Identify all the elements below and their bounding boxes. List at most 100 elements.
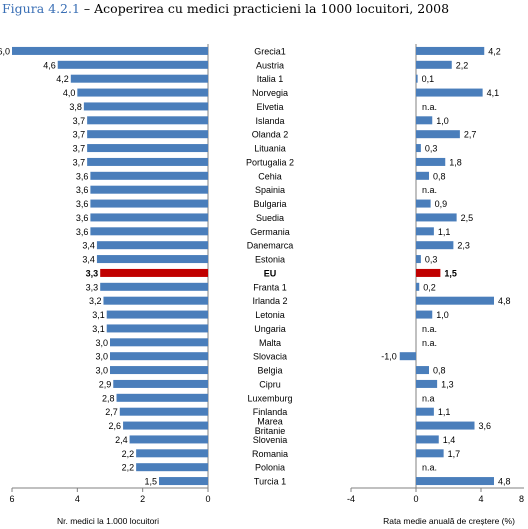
- left-bar-value-label: 3,0: [95, 366, 108, 376]
- left-bar: [12, 46, 208, 55]
- category-label: Cipru: [259, 379, 281, 389]
- right-bar: [416, 213, 457, 222]
- right-bar: [416, 88, 483, 97]
- left-bar-value-label: 3,1: [92, 324, 105, 334]
- right-bar: [416, 282, 420, 291]
- right-bar: [416, 310, 433, 319]
- right-bar-value-label: 1,4: [443, 435, 456, 445]
- right-bar: [416, 268, 441, 277]
- left-bar: [96, 241, 208, 250]
- right-bar: [416, 435, 439, 444]
- right-bar-value-label: 3,6: [479, 421, 492, 431]
- right-bar-value-label: 0,3: [425, 255, 438, 265]
- left-bar-value-label: 1,5: [144, 477, 157, 487]
- right-bar-value-label: 1,1: [438, 407, 451, 417]
- left-bar: [90, 227, 208, 236]
- right-x-tick-label: 0: [413, 494, 418, 504]
- category-label: Slovacia: [253, 352, 287, 362]
- left-bar-value-label: 3,8: [69, 102, 82, 112]
- left-bar: [96, 255, 208, 264]
- category-label: Austria: [256, 60, 284, 70]
- category-label: Norvegia: [252, 88, 288, 98]
- right-bar-value-label: n.a.: [422, 102, 437, 112]
- left-bar: [90, 185, 208, 194]
- right-bar-value-label: 1,0: [436, 310, 449, 320]
- right-bar: [416, 379, 438, 388]
- right-bar-value-label: 1,8: [449, 157, 462, 167]
- right-bar-value-label: 2,7: [464, 130, 477, 140]
- category-label: Elvetia: [256, 102, 283, 112]
- left-bar-value-label: 3,6: [76, 199, 89, 209]
- right-bar-value-label: 4,1: [487, 88, 500, 98]
- left-bar-value-label: 2,2: [122, 463, 135, 473]
- left-bar: [123, 421, 208, 430]
- right-bar: [416, 241, 454, 250]
- category-label: Romania: [252, 449, 288, 459]
- right-bar-value-label: 1,5: [444, 268, 457, 278]
- figure-number: Figura 4.2.1: [2, 1, 80, 16]
- left-x-tick-label: 4: [75, 494, 80, 504]
- category-label: Danemarca: [247, 241, 294, 251]
- left-bar-value-label: 3,3: [86, 268, 99, 278]
- right-bar: [416, 60, 452, 69]
- left-x-tick-label: 2: [140, 494, 145, 504]
- right-bar-value-label: 1,3: [441, 379, 454, 389]
- category-label: EU: [264, 268, 277, 278]
- category-label: Belgia: [257, 366, 282, 376]
- left-bar: [110, 338, 208, 347]
- left-bar: [87, 144, 208, 153]
- left-bar-value-label: 2,8: [102, 393, 115, 403]
- category-label: Islanda: [255, 116, 284, 126]
- left-bar-value-label: 2,9: [99, 379, 112, 389]
- right-bar-value-label: n.a.: [422, 338, 437, 348]
- right-bar: [416, 46, 485, 55]
- left-bar-value-label: 3,6: [76, 171, 89, 181]
- right-bar-value-label: 4,8: [498, 477, 511, 487]
- category-label: Franta 1: [253, 282, 287, 292]
- left-bar: [136, 449, 208, 458]
- right-bar: [416, 477, 494, 486]
- left-bar: [110, 352, 208, 361]
- left-bar: [106, 324, 208, 333]
- category-label: Britanie: [255, 426, 286, 436]
- left-x-tick-label: 0: [205, 494, 210, 504]
- left-bar-value-label: 3,7: [73, 130, 86, 140]
- left-bar-value-label: 3,0: [95, 352, 108, 362]
- right-bar: [416, 296, 494, 305]
- left-bar-value-label: 3,2: [89, 296, 102, 306]
- category-label: Grecia1: [254, 46, 286, 56]
- category-label: Spainia: [255, 185, 285, 195]
- right-bar-value-label: 4,8: [498, 296, 511, 306]
- right-bar-value-label: n.a: [422, 393, 435, 403]
- left-bar: [83, 102, 208, 111]
- category-label: Malta: [259, 338, 281, 348]
- category-label: Bulgaria: [253, 199, 286, 209]
- left-bar-value-label: 2,7: [105, 407, 118, 417]
- left-bar: [116, 393, 208, 402]
- left-bar-value-label: 4,2: [56, 74, 69, 84]
- category-label: Italia 1: [257, 74, 284, 84]
- left-bar: [136, 463, 208, 472]
- category-label: Letonia: [255, 310, 285, 320]
- left-bar-value-label: 3,7: [73, 157, 86, 167]
- left-bar-value-label: 3,7: [73, 144, 86, 154]
- category-label: Germania: [250, 227, 290, 237]
- left-x-tick-label: 6: [9, 494, 14, 504]
- figure-title: Figura 4.2.1 – Acoperirea cu medici prac…: [2, 1, 449, 16]
- right-bar-value-label: 0,8: [433, 366, 446, 376]
- left-bar-value-label: 3,4: [82, 255, 95, 265]
- right-bar: [416, 74, 418, 83]
- category-label: Olanda 2: [252, 130, 289, 140]
- left-bar-value-label: 4,0: [63, 88, 76, 98]
- category-label: Suedia: [256, 213, 284, 223]
- left-bar: [70, 74, 208, 83]
- left-bar: [106, 310, 208, 319]
- category-label: Portugalia 2: [246, 157, 294, 167]
- right-bar: [416, 366, 429, 375]
- right-bar: [416, 157, 446, 166]
- left-bar-value-label: 3,0: [95, 338, 108, 348]
- right-bar: [416, 144, 421, 153]
- right-x-tick-label: -4: [347, 494, 355, 504]
- right-bar-value-label: 2,5: [461, 213, 474, 223]
- right-bar: [416, 227, 434, 236]
